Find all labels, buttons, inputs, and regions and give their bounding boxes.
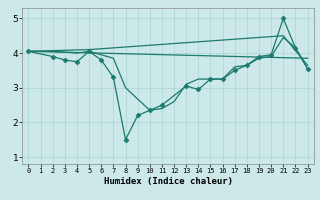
- X-axis label: Humidex (Indice chaleur): Humidex (Indice chaleur): [103, 177, 233, 186]
